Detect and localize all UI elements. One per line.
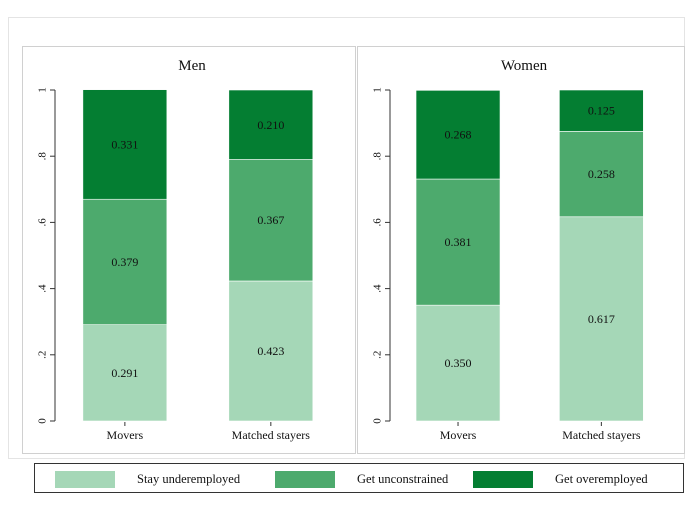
bar-value-label: 0.367 <box>257 213 284 227</box>
y-tick-label: .4 <box>372 284 384 293</box>
y-tick-label: 1 <box>372 87 384 93</box>
y-tick-label: .2 <box>37 351 49 359</box>
y-tick-label: .4 <box>37 284 49 293</box>
bar-value-label: 0.210 <box>257 118 284 132</box>
y-tick-label: 0 <box>372 418 384 424</box>
bar-value-label: 0.350 <box>445 356 472 370</box>
bar-segment <box>82 89 168 200</box>
bar-value-label: 0.258 <box>588 167 615 181</box>
bar-segment <box>559 131 644 218</box>
x-tick-label: Movers <box>440 428 477 442</box>
bar-segment <box>415 90 501 180</box>
bar-segment <box>415 178 501 306</box>
y-tick-label: .8 <box>37 152 49 161</box>
y-tick-label: 0 <box>37 418 49 424</box>
bar-segment <box>82 324 168 422</box>
bar-segment <box>559 89 644 132</box>
bar-value-label: 0.268 <box>445 128 472 142</box>
legend-swatch-get-unconstrained <box>275 471 335 488</box>
bar-value-label: 0.331 <box>111 137 138 151</box>
panel-title-men: Men <box>178 58 206 74</box>
legend: Stay underemployed Get unconstrained Get… <box>34 463 684 493</box>
y-tick-label: .6 <box>372 218 384 227</box>
y-tick-label: .6 <box>37 218 49 227</box>
bar-segment <box>228 280 314 422</box>
y-tick-label: .2 <box>372 351 384 359</box>
bar-value-label: 0.423 <box>257 344 284 358</box>
legend-label: Get unconstrained <box>357 472 449 486</box>
legend-item-stay-underemployed: Stay underemployed <box>55 471 240 488</box>
legend-label: Get overemployed <box>555 472 648 486</box>
bar-segment <box>82 198 168 325</box>
x-tick-label: Matched stayers <box>562 428 641 442</box>
legend-swatch-get-overemployed <box>473 471 533 488</box>
bar-value-label: 0.379 <box>111 255 138 269</box>
bar-segment <box>415 304 501 422</box>
bar-value-label: 0.291 <box>111 366 138 380</box>
bar-value-label: 0.125 <box>588 104 615 118</box>
bar-segment <box>228 89 314 160</box>
legend-label: Stay underemployed <box>137 472 241 486</box>
x-tick-label: Matched stayers <box>232 428 311 442</box>
x-tick-label: Movers <box>107 428 144 442</box>
bar-segment <box>228 159 314 282</box>
legend-item-get-unconstrained: Get unconstrained <box>275 471 448 488</box>
legend-swatch-stay-underemployed <box>55 471 115 488</box>
y-tick-label: .8 <box>372 152 384 161</box>
bar-value-label: 0.617 <box>588 312 615 326</box>
panel-title-women: Women <box>501 58 548 74</box>
y-tick-label: 1 <box>37 87 49 93</box>
bar-value-label: 0.381 <box>445 235 472 249</box>
legend-item-get-overemployed: Get overemployed <box>473 471 648 488</box>
